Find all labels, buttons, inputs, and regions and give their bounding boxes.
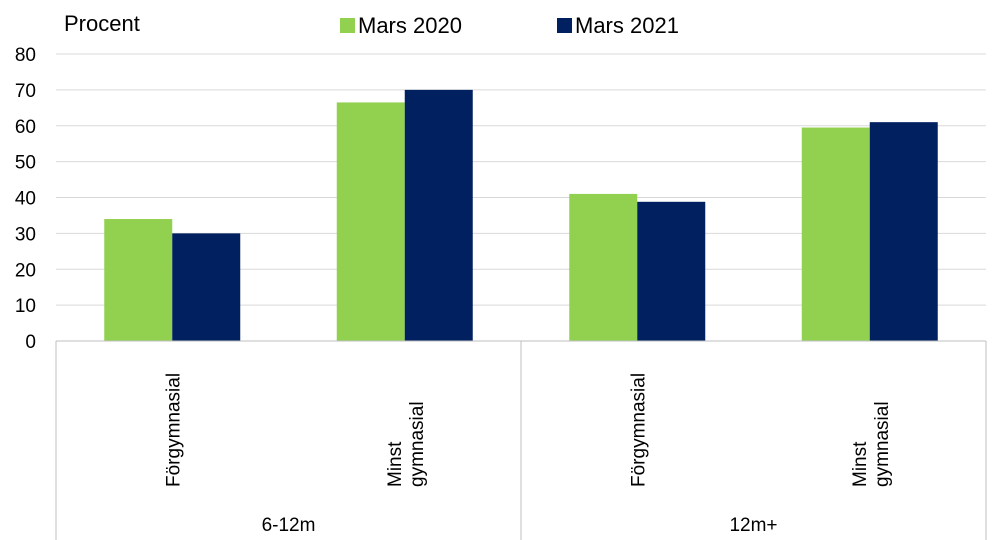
y-axis-label: Procent <box>64 11 140 36</box>
bar-mars-2021-3 <box>869 122 938 341</box>
category-label: gymnasial <box>872 401 893 487</box>
legend: Mars 2020 Mars 2021 <box>340 13 679 38</box>
category-label: Minst <box>385 441 406 487</box>
y-tick-label: 10 <box>15 296 36 317</box>
y-tick-label: 60 <box>15 117 36 138</box>
group-labels: 6-12m 12m+ <box>262 515 778 536</box>
bar-mars-2021-2 <box>637 201 706 341</box>
y-tick-label: 40 <box>15 189 36 210</box>
category-labels: Förgymnasial Minst gymnasial Förgymnasial Mi… <box>163 373 893 487</box>
y-tick-label: 0 <box>25 332 36 353</box>
group-label: 12m+ <box>729 515 777 536</box>
y-tick-label: 70 <box>15 81 36 102</box>
legend-swatch <box>340 18 355 33</box>
bar-mars-2020-3 <box>801 127 870 341</box>
bar-mars-2020-1 <box>336 102 405 342</box>
legend-label: Mars 2020 <box>358 13 462 38</box>
y-tick-label: 30 <box>15 224 36 245</box>
y-tick-label: 20 <box>15 260 36 281</box>
y-tick-labels: 0 10 20 30 40 50 60 70 80 <box>15 45 36 353</box>
bars <box>104 89 938 342</box>
category-label: Minst <box>850 441 871 487</box>
y-tick-label: 80 <box>15 45 36 66</box>
y-tick-label: 50 <box>15 153 36 174</box>
category-label: gymnasial <box>407 401 428 487</box>
bar-mars-2021-1 <box>404 89 473 341</box>
bar-mars-2020-2 <box>569 193 638 341</box>
axes <box>55 340 987 540</box>
category-label: Förgymnasial <box>628 373 649 487</box>
legend-label: Mars 2021 <box>575 13 679 38</box>
bar-mars-2020-0 <box>104 219 173 341</box>
group-label: 6-12m <box>262 515 316 536</box>
category-label: Förgymnasial <box>163 373 184 487</box>
legend-swatch <box>557 18 572 33</box>
bar-mars-2021-0 <box>172 233 241 341</box>
